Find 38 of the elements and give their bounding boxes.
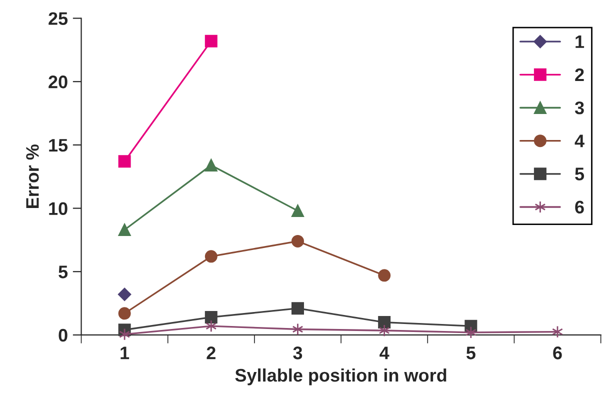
point [118,155,131,168]
point [118,288,132,302]
point [118,307,131,320]
point [206,320,217,332]
point [204,34,218,48]
legend-label: 5 [575,168,584,180]
y-axis-title: Error % [26,144,39,208]
x-tick-label: 3 [293,346,302,360]
x-tick-label: 1 [120,346,130,360]
y-tick-label: 25 [48,12,68,25]
x-tick-label: 5 [466,346,476,360]
y-tick-label: 10 [49,202,68,215]
y-tick-label: 20 [48,76,68,88]
x-axis-title: Syllable position in word [235,368,446,386]
point [291,302,304,315]
point [119,328,130,341]
y-tick-label: 0 [58,328,68,342]
x-tick-label: 4 [380,346,390,360]
point [204,158,218,172]
legend-label: 3 [574,101,584,114]
point [291,204,304,218]
x-tick-label: 6 [553,346,562,360]
point [204,250,218,263]
point [118,224,131,236]
point [291,234,304,248]
point [292,323,304,336]
point [378,316,391,329]
point [378,324,390,337]
y-tick-label: 15 [49,139,68,152]
legend-label: 2 [575,68,584,81]
x-tick-label: 2 [206,346,216,360]
legend-label: 1 [576,35,584,48]
legend-label: 4 [574,134,584,148]
legend-label: 6 [575,200,584,214]
point [465,326,476,339]
y-tick-label: 5 [58,266,68,278]
point [378,269,391,282]
point [204,310,218,324]
